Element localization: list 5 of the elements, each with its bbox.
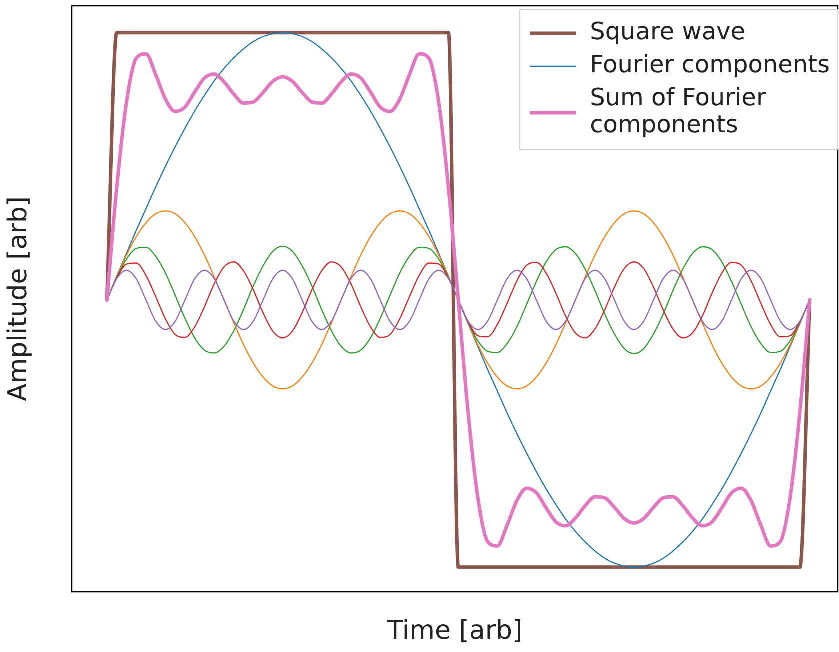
- y-axis-title: Amplitude [arb]: [3, 196, 34, 402]
- legend-label: Sum of Fourier components: [590, 84, 766, 139]
- legend-label: Square wave: [590, 18, 746, 46]
- legend-label: Fourier components: [590, 50, 830, 79]
- x-axis-title: Time [arb]: [386, 616, 523, 646]
